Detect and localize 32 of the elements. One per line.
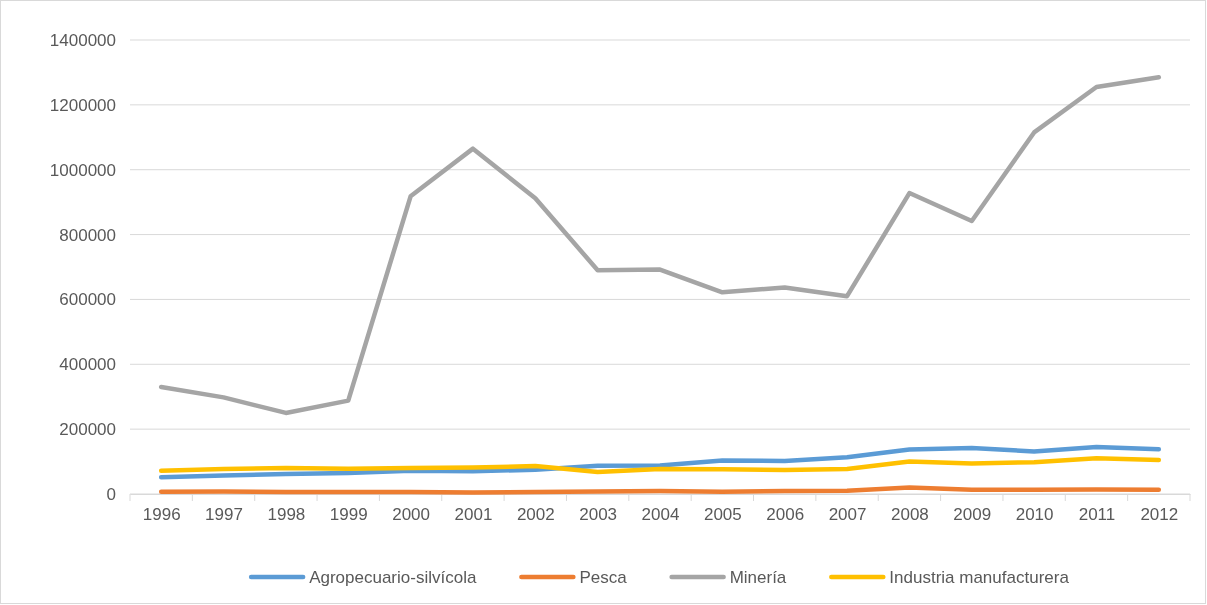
x-tick-label: 2008 bbox=[891, 505, 929, 525]
y-tick-label: 600000 bbox=[59, 290, 116, 310]
x-tick-label: 2003 bbox=[579, 505, 618, 525]
y-tick-label: 200000 bbox=[59, 420, 116, 440]
y-tick-label: 800000 bbox=[59, 225, 116, 245]
x-tick-label: 2001 bbox=[454, 505, 493, 525]
x-tick-label: 2009 bbox=[953, 505, 992, 525]
x-tick-label: 1997 bbox=[205, 505, 243, 525]
line-series bbox=[158, 444, 1162, 480]
y-tick-label: 1200000 bbox=[49, 95, 116, 115]
y-tick-label: 400000 bbox=[59, 355, 116, 375]
x-tick-label: 2000 bbox=[392, 505, 430, 525]
x-tick-label: 2011 bbox=[1078, 505, 1116, 525]
x-tick-label: 2002 bbox=[516, 505, 555, 525]
legend-label: Pesca bbox=[579, 568, 628, 587]
legend-label: Industria manufacturera bbox=[889, 568, 1070, 587]
x-tick-label: 1996 bbox=[142, 505, 181, 525]
x-tick-label: 1999 bbox=[329, 505, 368, 525]
x-tick-label: 2005 bbox=[703, 505, 742, 525]
x-tick-label: 2007 bbox=[828, 505, 867, 525]
y-tick-label: 0 bbox=[106, 484, 116, 504]
y-tick-label: 1400000 bbox=[49, 30, 116, 50]
x-tick-label: 2012 bbox=[1140, 505, 1179, 525]
x-tick-label: 2004 bbox=[641, 505, 680, 525]
x-tick-label: 2010 bbox=[1015, 505, 1054, 525]
y-tick-label: 1000000 bbox=[49, 160, 116, 180]
x-tick-label: 2006 bbox=[766, 505, 805, 525]
legend-label: Agropecuario-silvícola bbox=[309, 568, 477, 587]
line-series bbox=[158, 75, 1162, 416]
line-series bbox=[158, 456, 1162, 475]
legend-label: Minería bbox=[729, 568, 787, 587]
x-tick-label: 1998 bbox=[267, 505, 306, 525]
